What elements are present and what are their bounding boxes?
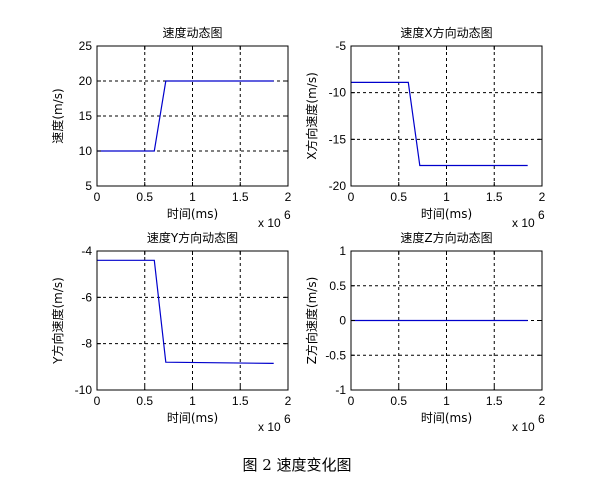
x-tick-label: 1 (443, 394, 450, 408)
x-tick-label: 2 (539, 394, 546, 408)
chart-title: 速度动态图 (162, 25, 222, 40)
y-axis-label: 速度(m/s) (50, 88, 65, 143)
x-tick-label: 2 (285, 190, 292, 204)
y-tick-label: 1 (339, 244, 346, 258)
x-axis-label: 时间(ms) (421, 411, 472, 425)
x-tick-label: 0.5 (136, 190, 153, 204)
x-tick-label: 1 (443, 190, 450, 204)
x-tick-label: 0 (348, 190, 355, 204)
x-axis-label: 时间(ms) (167, 207, 218, 221)
x-tick-label: 0.5 (136, 394, 153, 408)
y-tick-label: -10 (329, 86, 347, 100)
y-tick-label: -0.5 (325, 348, 346, 362)
x-exponent-label: x 10 (258, 216, 281, 230)
series-line-1 (97, 259, 274, 364)
x-tick-label: 1.5 (232, 394, 249, 408)
series-line-1 (351, 81, 528, 167)
y-tick-label: 0 (339, 314, 346, 328)
x-tick-label: 1.5 (486, 190, 503, 204)
y-tick-label: -1 (335, 383, 346, 397)
y-tick-label: -15 (329, 132, 347, 146)
x-exponent-power: 6 (538, 208, 545, 222)
y-axis-label: Z方向速度(m/s) (304, 277, 319, 365)
chart-title: 速度Y方向动态图 (147, 230, 238, 245)
y-tick-label: 20 (79, 74, 93, 88)
chart-title: 速度X方向动态图 (400, 25, 492, 40)
x-tick-label: 0.5 (390, 394, 407, 408)
y-tick-label: -20 (329, 179, 347, 193)
y-tick-label: -8 (81, 337, 92, 351)
x-tick-label: 2 (285, 394, 292, 408)
x-tick-label: 0 (94, 394, 101, 408)
x-tick-label: 0 (348, 394, 355, 408)
y-tick-label: -5 (335, 39, 346, 53)
x-tick-label: 2 (539, 190, 546, 204)
x-tick-label: 1.5 (232, 190, 249, 204)
x-axis-label: 时间(ms) (167, 411, 218, 425)
y-tick-label: 15 (79, 109, 93, 123)
x-tick-label: 1 (189, 394, 196, 408)
x-exponent-power: 6 (284, 208, 291, 222)
x-tick-label: 0 (94, 190, 101, 204)
x-exponent-label: x 10 (512, 216, 535, 230)
x-exponent-label: x 10 (258, 420, 281, 434)
series-line-1 (97, 80, 274, 152)
x-exponent-label: x 10 (512, 420, 535, 434)
x-tick-label: 1 (189, 190, 196, 204)
y-tick-label: 10 (79, 144, 93, 158)
y-axis-label: X方向速度(m/s) (304, 72, 319, 160)
y-tick-label: -10 (75, 383, 93, 397)
x-exponent-power: 6 (284, 412, 291, 426)
x-axis-label: 时间(ms) (421, 207, 472, 221)
figure-caption: 图 2 速度变化图 (242, 456, 351, 474)
x-tick-label: 1.5 (486, 394, 503, 408)
x-tick-label: 0.5 (390, 190, 407, 204)
y-tick-label: -4 (81, 244, 92, 258)
y-tick-label: 25 (79, 39, 93, 53)
y-axis-label: Y方向速度(m/s) (50, 277, 65, 365)
y-tick-label: -6 (81, 290, 92, 304)
y-tick-label: 0.5 (329, 279, 346, 293)
y-tick-label: 5 (85, 179, 92, 193)
chart-title: 速度Z方向动态图 (400, 230, 492, 245)
x-exponent-power: 6 (538, 412, 545, 426)
